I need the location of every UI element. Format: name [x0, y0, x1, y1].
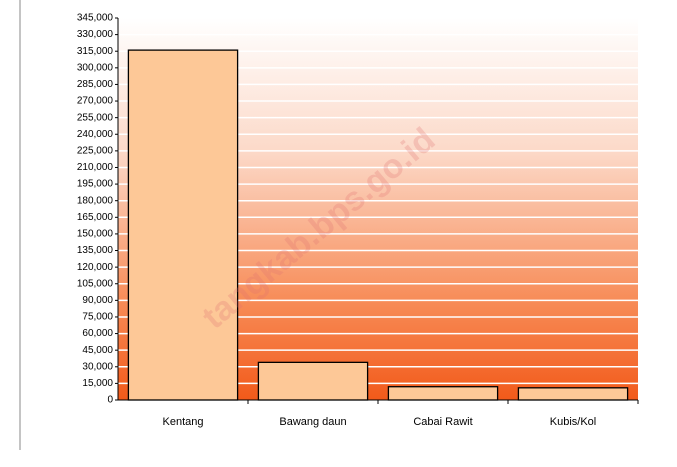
- y-tick-label: 315,000: [77, 46, 114, 57]
- y-tick-label: 240,000: [77, 129, 114, 140]
- y-tick-label: 30,000: [82, 361, 113, 372]
- y-tick-label: 330,000: [77, 29, 114, 40]
- x-tick-label: Kubis/Kol: [550, 416, 596, 428]
- y-tick-label: 75,000: [82, 312, 113, 323]
- y-tick-label: 45,000: [82, 345, 113, 356]
- y-tick-label: 120,000: [77, 262, 114, 273]
- x-tick-label: Kentang: [163, 416, 204, 428]
- y-tick-label: 285,000: [77, 79, 114, 90]
- y-tick-label: 270,000: [77, 96, 114, 107]
- y-tick-label: 300,000: [77, 62, 114, 73]
- bar: [517, 387, 629, 401]
- y-tick-label: 150,000: [77, 229, 114, 240]
- y-tick-label: 225,000: [77, 146, 114, 157]
- y-tick-label: 180,000: [77, 195, 114, 206]
- y-tick-label: 210,000: [77, 162, 114, 173]
- y-tick-label: 195,000: [77, 179, 114, 190]
- x-tick-label: Bawang daun: [279, 416, 346, 428]
- x-tick-label: Cabai Rawit: [413, 416, 472, 428]
- y-tick-label: 345,000: [77, 13, 114, 24]
- y-tick-label: 0: [107, 395, 113, 406]
- bar: [387, 386, 499, 401]
- bar: [127, 49, 239, 401]
- y-tick-label: 60,000: [82, 328, 113, 339]
- bar: [257, 361, 369, 401]
- y-tick-label: 105,000: [77, 278, 114, 289]
- y-tick-label: 90,000: [82, 295, 113, 306]
- y-tick-label: 165,000: [77, 212, 114, 223]
- y-tick-label: 135,000: [77, 245, 114, 256]
- y-tick-label: 255,000: [77, 112, 114, 123]
- y-tick-label: 15,000: [82, 378, 113, 389]
